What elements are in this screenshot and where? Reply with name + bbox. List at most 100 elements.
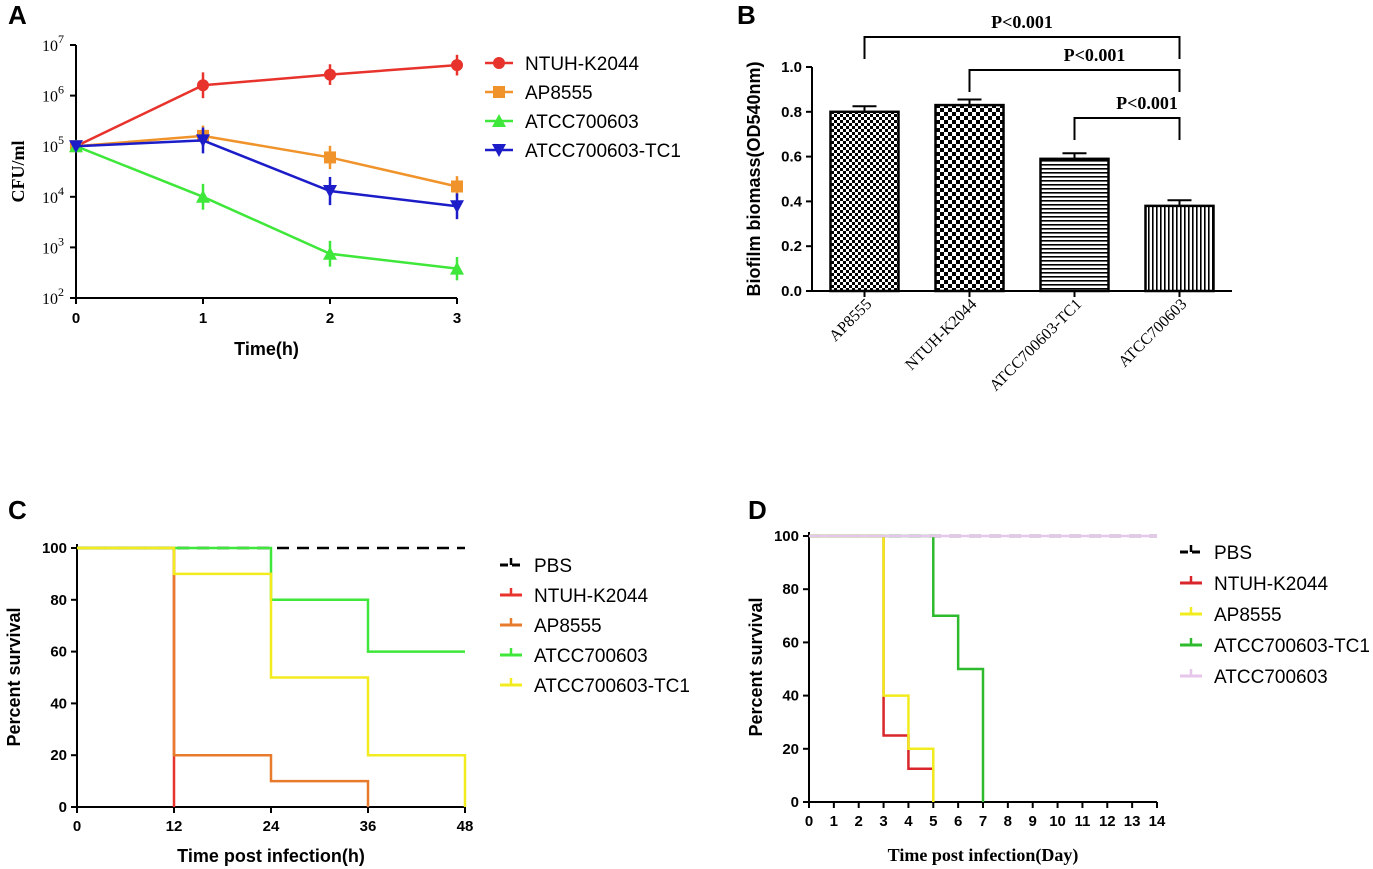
c-y-tick-label: 80 (50, 592, 67, 609)
a-y-tick-base: 10 (42, 291, 58, 308)
a-point-atcc700603-tc1 (69, 140, 83, 154)
d-legend-label-atcc700603-tc1: ATCC700603-TC1 (1214, 636, 1370, 657)
a-y-tick-base: 10 (42, 38, 58, 55)
c-legend-label-ap8555: AP8555 (534, 616, 602, 637)
a-legend-marker-ap8555 (493, 86, 505, 98)
a-x-tick-label: 3 (453, 310, 461, 327)
d-x-tick-label: 4 (904, 813, 913, 830)
b-significance-label: P<0.001 (1116, 93, 1178, 113)
d-y-axis-title: Percent survival (746, 597, 766, 736)
c-y-tick-label: 60 (50, 644, 67, 661)
c-legend-label-ntuh-k2044: NTUH-K2044 (534, 586, 648, 607)
b-category-label-ap8555: AP8555 (826, 296, 875, 345)
a-point-ap8555 (324, 151, 336, 164)
a-y-tick-base: 10 (42, 190, 58, 207)
c-survival-curve-ntuh-k2044 (77, 546, 176, 807)
panel-letter-d: D (748, 495, 767, 525)
b-bar-atcc700603-tc1 (1039, 157, 1110, 293)
b-category-label-atcc700603-tc1: ATCC700603-TC1 (987, 296, 1086, 395)
a-series-line-atcc700603 (75, 145, 458, 270)
a-y-tick-base: 10 (42, 139, 58, 156)
a-point-ntuh-k2044 (197, 79, 209, 92)
a-y-tick-exp: 6 (58, 83, 64, 97)
c-x-tick-label: 48 (457, 818, 474, 835)
b-significance-label: P<0.001 (1064, 45, 1126, 65)
d-legend-label-atcc700603: ATCC700603 (1214, 667, 1328, 688)
d-legend-label-ntuh-k2044: NTUH-K2044 (1214, 574, 1328, 595)
a-legend-label-atcc700603: ATCC700603 (525, 112, 639, 133)
b-significance-bracket (1073, 117, 1181, 140)
d-x-tick-label: 2 (855, 813, 863, 830)
d-x-tick-label: 5 (929, 813, 937, 830)
a-legend-label-ntuh-k2044: NTUH-K2044 (525, 54, 639, 75)
a-series-line-ap8555 (75, 134, 458, 188)
c-legend-label-atcc700603-tc1: ATCC700603-TC1 (534, 676, 690, 697)
b-y-tick-label: 1.0 (781, 59, 802, 76)
a-y-tick-label: 104 (42, 184, 64, 207)
c-y-tick-label: 0 (59, 799, 67, 816)
a-point-ap8555 (451, 180, 463, 193)
a-point-atcc700603-tc1 (323, 185, 337, 199)
a-point-atcc700603 (196, 189, 210, 203)
d-x-tick-label: 1 (830, 813, 838, 830)
a-x-tick-label: 1 (199, 310, 207, 327)
a-point-atcc700603 (323, 246, 337, 260)
d-legend-label-ap8555: AP8555 (1214, 605, 1282, 626)
d-survival-curve-ap8555 (809, 534, 935, 802)
b-bar-ntuh-k2044 (934, 103, 1005, 293)
d-x-axis-title: Time post infection(Day) (888, 845, 1079, 866)
d-y-tick-label: 0 (791, 794, 799, 811)
d-survival-curve-atcc700603-tc1 (809, 534, 985, 802)
a-y-tick-exp: 3 (58, 234, 64, 248)
a-point-atcc700603-tc1 (196, 134, 210, 148)
a-y-tick-exp: 2 (58, 285, 64, 299)
a-legend-marker-ntuh-k2044 (493, 57, 505, 69)
d-x-tick-label: 10 (1049, 813, 1066, 830)
a-point-ntuh-k2044 (451, 59, 463, 72)
c-survival-curve-atcc700603 (77, 546, 465, 653)
panel-letter-b: B (737, 0, 756, 30)
c-x-tick-label: 12 (166, 818, 183, 835)
b-significance-bracket (968, 69, 1181, 92)
a-point-atcc700603 (450, 261, 464, 275)
d-x-tick-label: 6 (954, 813, 962, 830)
c-x-axis-title: Time post infection(h) (177, 846, 365, 866)
c-x-tick-label: 36 (360, 818, 377, 835)
c-x-tick-label: 0 (73, 818, 81, 835)
b-bar-atcc700603 (1144, 204, 1215, 293)
b-significance-label: P<0.001 (991, 12, 1053, 32)
d-legend-label-pbs: PBS (1214, 543, 1252, 564)
c-y-axis-title: Percent survival (4, 607, 24, 746)
b-bar-ap8555 (829, 110, 900, 293)
d-y-tick-label: 60 (782, 634, 799, 651)
panel-letter-c: C (8, 495, 27, 525)
d-x-tick-label: 0 (805, 813, 813, 830)
b-y-tick-label: 0.4 (781, 193, 803, 210)
c-legend-label-atcc700603: ATCC700603 (534, 646, 648, 667)
d-x-tick-label: 3 (879, 813, 887, 830)
c-y-tick-label: 100 (42, 540, 67, 557)
b-y-tick-label: 0.2 (781, 238, 802, 255)
b-y-axis-title: Biofilm biomass(OD540nm) (744, 61, 764, 296)
a-x-tick-label: 2 (326, 310, 334, 327)
panel-letter-a: A (8, 0, 27, 30)
d-y-tick-label: 100 (774, 528, 799, 545)
d-x-tick-label: 12 (1099, 813, 1116, 830)
a-series-line-atcc700603-tc1 (75, 139, 458, 208)
a-y-tick-label: 107 (42, 32, 64, 55)
a-legend-marker-atcc700603-tc1 (492, 144, 506, 157)
b-category-label-ntuh-k2044: NTUH-K2044 (902, 296, 980, 374)
b-y-tick-label: 0.8 (781, 104, 802, 121)
a-y-tick-label: 103 (42, 234, 64, 257)
a-x-tick-label: 0 (72, 310, 80, 327)
d-y-tick-label: 80 (782, 581, 799, 598)
d-survival-curve-ntuh-k2044 (809, 534, 935, 802)
b-y-tick-label: 0.6 (781, 149, 802, 166)
a-legend-marker-atcc700603 (492, 114, 506, 127)
chart-c-survival-hours: 0 20 40 60 80 100 0 12 24 36 48 PBS NTUH-K2044 AP8555… (4, 540, 690, 866)
d-y-tick-label: 40 (782, 688, 799, 705)
c-x-tick-label: 24 (263, 818, 280, 835)
c-y-tick-label: 20 (50, 747, 67, 764)
a-y-tick-exp: 7 (58, 32, 64, 46)
